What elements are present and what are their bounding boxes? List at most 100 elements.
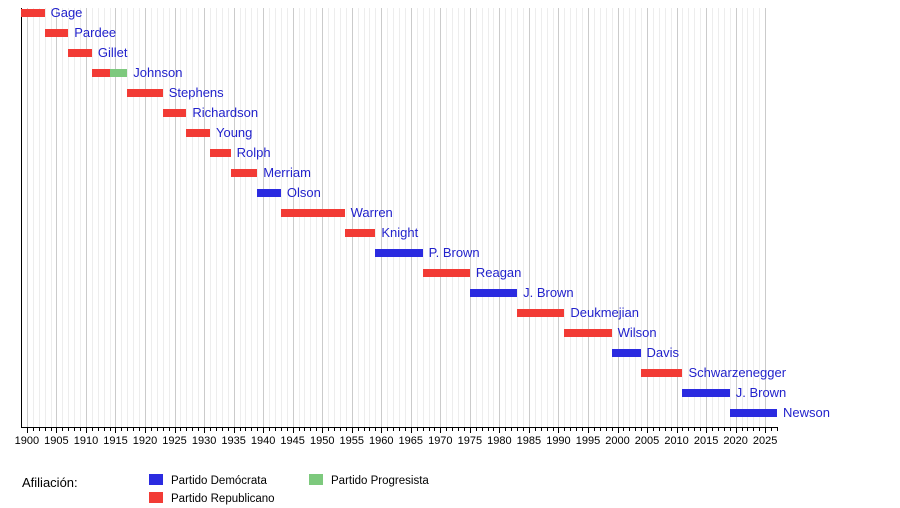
minor-tick-1942 (274, 428, 276, 431)
gridline-year-2016 (712, 8, 713, 427)
minor-tick-1981 (505, 428, 507, 431)
minor-tick-2026 (771, 428, 773, 431)
gridline-year-1988 (546, 8, 548, 427)
minor-tick-1966 (416, 428, 418, 431)
gridline-year-1965 (410, 8, 412, 427)
major-tick-2015 (706, 428, 708, 433)
legend-label-progresista: Partido Progresista (331, 474, 429, 487)
major-tick-1975 (469, 428, 471, 433)
axis-tick-label: 1900 (14, 435, 40, 447)
governor-label[interactable]: P. Brown (428, 245, 480, 260)
legend-swatch-democrata (149, 474, 163, 485)
gridline-year-2009 (670, 8, 672, 427)
major-tick-2025 (765, 428, 767, 433)
governor-bar-segment (257, 189, 281, 197)
gridline-year-1977 (481, 8, 483, 427)
gridline-year-2018 (723, 8, 725, 427)
axis-tick-label: 1945 (280, 435, 305, 447)
gridline-year-1917 (127, 8, 129, 427)
y-axis-line (21, 8, 22, 428)
governor-label[interactable]: Johnson (133, 65, 183, 80)
axis-tick-label: 1965 (398, 435, 424, 447)
major-tick-1905 (56, 428, 58, 433)
minor-tick-1974 (463, 428, 465, 431)
major-tick-1995 (587, 428, 589, 433)
governor-bar-segment (91, 69, 110, 77)
minor-tick-1901 (32, 428, 34, 431)
gridline-year-2020 (735, 8, 737, 427)
gridline-year-1967 (422, 8, 424, 427)
minor-tick-1909 (80, 428, 82, 431)
minor-tick-2012 (688, 428, 690, 431)
gridline-year-2015 (706, 8, 708, 427)
gridline-year-1926 (180, 8, 182, 427)
gridline-year-1922 (156, 8, 158, 427)
gridline-year-1909 (80, 8, 82, 427)
governor-label[interactable]: Young (215, 125, 253, 140)
governor-label[interactable]: Warren (350, 205, 393, 220)
minor-tick-1958 (369, 428, 371, 431)
gridline-year-2002 (629, 8, 631, 427)
gridline-year-1958 (369, 8, 371, 427)
gridline-year-1971 (446, 8, 448, 427)
governor-label[interactable]: Schwarzenegger (688, 365, 787, 380)
minor-tick-1979 (493, 428, 495, 431)
axis-tick-label: 1910 (73, 435, 99, 447)
governor-label[interactable]: Richardson (192, 105, 259, 120)
gridline-year-1974 (463, 8, 465, 427)
minor-tick-1941 (269, 428, 271, 431)
governor-label[interactable]: Rolph (236, 145, 271, 160)
major-tick-1915 (115, 428, 117, 433)
minor-tick-2017 (717, 428, 719, 431)
governor-label[interactable]: Knight (381, 225, 419, 240)
governor-bar-segment (729, 409, 777, 417)
gridline-year-1920 (145, 8, 147, 427)
minor-tick-1907 (68, 428, 70, 431)
minor-tick-1983 (517, 428, 519, 431)
gridline-year-1907 (68, 8, 70, 427)
gridline-year-2013 (694, 8, 696, 427)
gridline-year-1918 (133, 8, 135, 427)
gridline-year-1983 (517, 8, 519, 427)
minor-tick-2019 (729, 428, 731, 431)
major-tick-1940 (263, 428, 265, 433)
gridline-year-1981 (505, 8, 507, 427)
governor-label[interactable]: Olson (286, 185, 321, 200)
governor-label[interactable]: Davis (646, 345, 680, 360)
governor-label[interactable]: Deukmejian (570, 305, 639, 320)
minor-tick-1923 (162, 428, 164, 431)
minor-tick-1908 (74, 428, 76, 431)
governor-label[interactable]: Gillet (97, 45, 128, 60)
gridline-year-1952 (334, 8, 336, 427)
governor-label[interactable]: Newson (782, 405, 830, 420)
governor-label[interactable]: Gage (50, 5, 83, 20)
gridline-year-1939 (257, 8, 259, 427)
minor-tick-2013 (694, 428, 696, 431)
governor-label[interactable]: Wilson (617, 325, 657, 340)
gridline-year-1912 (97, 8, 99, 427)
minor-tick-2024 (759, 428, 761, 431)
gridline-year-1999 (611, 8, 613, 427)
gridline-year-2004 (641, 8, 643, 427)
gridline-year-1953 (339, 8, 341, 427)
governor-bar-segment (68, 49, 92, 57)
governor-label[interactable]: J. Brown (735, 385, 787, 400)
governor-label[interactable]: Pardee (74, 25, 117, 40)
governor-label[interactable]: Stephens (168, 85, 224, 100)
governor-label[interactable]: Reagan (475, 265, 522, 280)
gridline-year-1923 (162, 8, 164, 427)
minor-tick-2023 (753, 428, 755, 431)
governor-bar-segment (162, 109, 187, 117)
minor-tick-2011 (682, 428, 684, 431)
gridline-year-1919 (139, 8, 141, 427)
major-tick-1945 (292, 428, 294, 433)
governor-label[interactable]: Merriam (263, 165, 311, 180)
governor-bar-segment (127, 89, 163, 97)
minor-tick-1912 (97, 428, 99, 431)
minor-tick-1997 (599, 428, 601, 431)
minor-tick-1976 (475, 428, 477, 431)
governor-label[interactable]: J. Brown (523, 285, 574, 300)
minor-tick-1977 (481, 428, 483, 431)
gridline-year-1934 (227, 8, 229, 427)
minor-tick-1913 (103, 428, 105, 431)
